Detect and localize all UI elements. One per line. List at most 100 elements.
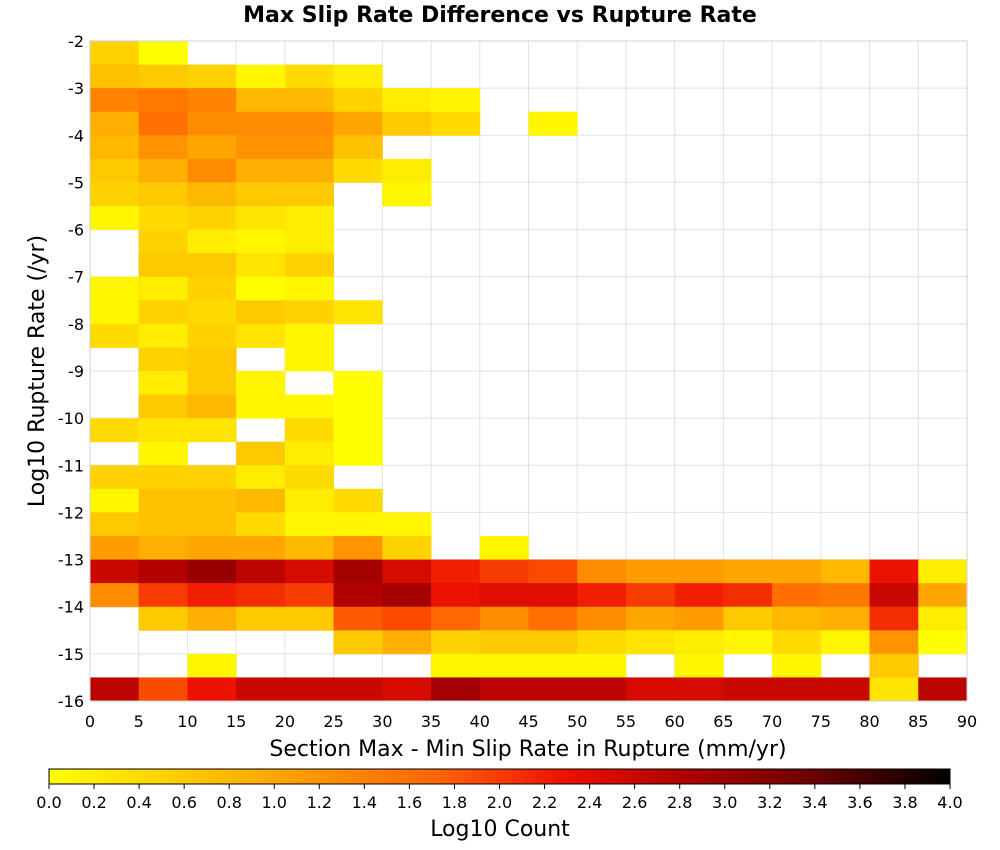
plot-frame: [89, 40, 968, 702]
colorbar-tick-label: 0.4: [126, 793, 151, 812]
heatmap-cell: [236, 536, 286, 560]
heatmap-cell: [284, 536, 335, 560]
heatmap-cell: [90, 64, 140, 89]
heatmap-cell: [674, 606, 724, 631]
x-tick-label: 90: [957, 712, 977, 731]
heatmap-cell: [528, 111, 578, 136]
heatmap-cell: [333, 512, 383, 537]
y-tick-label: -13: [58, 551, 84, 570]
heatmap-cell: [723, 606, 773, 631]
heatmap-cell: [187, 465, 237, 490]
heatmap-cell: [187, 583, 237, 608]
heatmap-cell: [138, 347, 188, 372]
x-axis-label: Section Max - Min Slip Rate in Rupture (…: [269, 737, 786, 762]
heatmap-cell: [284, 229, 335, 254]
heatmap-cell: [333, 441, 383, 466]
heatmap-cell: [236, 229, 286, 254]
heatmap-cell: [528, 653, 578, 678]
heatmap-cell: [284, 158, 335, 183]
heatmap-cell: [187, 206, 237, 230]
heatmap-cell: [138, 441, 188, 466]
x-tick-label: 85: [908, 712, 928, 731]
colorbar-tick-label: 2.0: [487, 793, 512, 812]
chart-title: Max Slip Rate Difference vs Rupture Rate: [243, 3, 757, 28]
heatmap-cell: [918, 606, 968, 631]
heatmap-cell: [90, 41, 140, 65]
colorbar: [48, 768, 951, 785]
heatmap-cell: [333, 606, 383, 631]
heatmap-cell: [284, 465, 335, 490]
heatmap-cell: [820, 559, 870, 584]
heatmap-cell: [479, 559, 529, 584]
heatmap-cell: [674, 630, 724, 655]
heatmap-cell: [625, 630, 676, 655]
heatmap-cell: [187, 653, 237, 678]
heatmap-cell: [333, 394, 383, 419]
heatmap-cell: [431, 88, 481, 113]
heatmap-cell: [138, 465, 188, 490]
heatmap-cell: [528, 583, 578, 608]
heatmap-cell: [431, 583, 481, 608]
heatmap-cell: [90, 488, 140, 513]
x-tick-label: 80: [859, 712, 879, 731]
heatmap-cell: [90, 512, 140, 537]
heatmap-cell: [187, 606, 237, 631]
x-tick-label: 25: [323, 712, 343, 731]
heatmap-cell: [431, 630, 481, 655]
heatmap-cell: [187, 323, 237, 348]
heatmap-cell: [236, 394, 286, 419]
colorbar-tick-label: 2.2: [532, 793, 557, 812]
heatmap-cell: [333, 135, 383, 160]
heatmap-cell: [236, 206, 286, 230]
heatmap-cell: [528, 606, 578, 631]
y-tick-label: -9: [68, 362, 84, 381]
heatmap-cell: [90, 276, 140, 301]
heatmap-cell: [382, 512, 432, 537]
y-tick-label: -12: [58, 503, 84, 522]
heatmap-cell: [577, 677, 627, 702]
heatmap-cell: [284, 323, 335, 348]
heatmap-cell: [284, 88, 335, 113]
colorbar-tick-label: 3.0: [712, 793, 737, 812]
heatmap-cell: [528, 677, 578, 702]
heatmap-cell: [187, 158, 237, 183]
heatmap-cell: [187, 229, 237, 254]
heatmap-cell: [236, 583, 286, 608]
colorbar-tick-label: 2.8: [667, 793, 692, 812]
heatmap-cell: [382, 182, 432, 207]
heatmap-cell: [333, 418, 383, 443]
heatmap-cell: [284, 418, 335, 443]
heatmap-cell: [284, 347, 335, 372]
heatmap-cell: [284, 583, 335, 608]
heatmap-cell: [138, 41, 188, 65]
heatmap-cell: [674, 559, 724, 584]
x-tick-label: 20: [275, 712, 295, 731]
heatmap-cell: [382, 536, 432, 560]
heatmap-cell: [90, 323, 140, 348]
heatmap-cell: [333, 371, 383, 395]
heatmap-cell: [431, 559, 481, 584]
heatmap-cell: [187, 64, 237, 89]
heatmap-cell: [138, 323, 188, 348]
heatmap-cell: [187, 536, 237, 560]
heatmap-cell: [528, 630, 578, 655]
heatmap-cell: [869, 606, 919, 631]
heatmap-cell: [138, 253, 188, 278]
heatmap-cell: [236, 182, 286, 207]
heatmap-cell: [284, 559, 335, 584]
heatmap-cell: [382, 88, 432, 113]
heatmap-cell: [138, 488, 188, 513]
heatmap-cell: [284, 300, 335, 325]
heatmap-cell: [138, 371, 188, 395]
heatmap-cell: [284, 606, 335, 631]
y-tick-label: -10: [58, 409, 84, 428]
x-tick-label: 70: [762, 712, 782, 731]
heatmap-cell: [820, 606, 870, 631]
heatmap-cell: [431, 677, 481, 702]
y-tick-label: -7: [68, 268, 84, 287]
colorbar-tick-label: 4.0: [937, 793, 962, 812]
heatmap-cell: [382, 158, 432, 183]
heatmap-cell: [479, 536, 529, 560]
heatmap-cell: [284, 253, 335, 278]
x-axis-ticks: 0 5 10 15 20 25 30 35 40 45 50 55 60 65 70 75 80 85 90: [85, 712, 977, 731]
